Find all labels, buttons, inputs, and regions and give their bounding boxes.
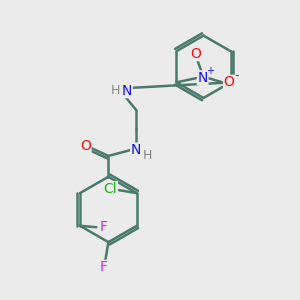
Text: O: O — [224, 75, 235, 89]
Text: +: + — [206, 66, 214, 76]
Text: F: F — [100, 260, 108, 274]
Text: H: H — [142, 149, 152, 162]
Text: N: N — [131, 143, 141, 157]
Text: O: O — [80, 139, 91, 152]
Text: F: F — [100, 220, 108, 234]
Text: N: N — [122, 84, 132, 98]
Text: -: - — [234, 69, 238, 82]
Text: Cl: Cl — [104, 182, 117, 196]
Text: O: O — [190, 46, 201, 61]
Text: N: N — [197, 71, 208, 85]
Text: H: H — [110, 84, 120, 97]
